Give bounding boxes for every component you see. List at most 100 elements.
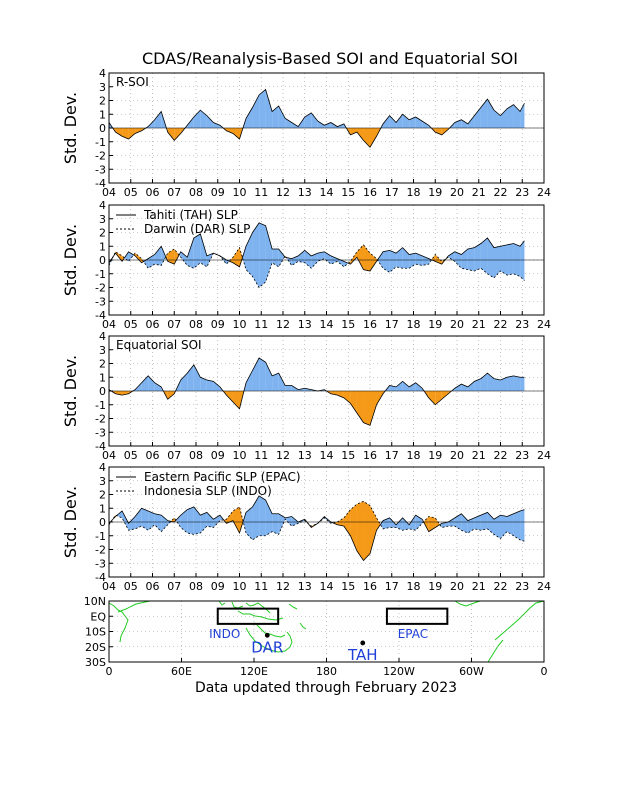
band-segment xyxy=(135,253,142,263)
area-segment xyxy=(370,391,377,426)
area-segment xyxy=(193,364,201,391)
xtick-label: 09 xyxy=(211,580,225,593)
area-segment xyxy=(278,373,286,391)
area-segment xyxy=(435,128,442,135)
region-box-epac xyxy=(385,607,449,625)
xtick-label: 15 xyxy=(341,318,355,331)
area-segment xyxy=(180,373,188,391)
ytick-label: 1 xyxy=(99,502,106,515)
ytick-label: -2 xyxy=(95,544,106,557)
band-segment xyxy=(370,253,377,271)
band-segment xyxy=(193,233,201,269)
xtick-label: 20 xyxy=(450,580,464,593)
area-segment xyxy=(513,375,521,391)
band-segment xyxy=(423,516,429,532)
area-segment xyxy=(402,381,410,391)
area-segment xyxy=(507,104,514,128)
xtick-label: 10 xyxy=(233,186,247,199)
xtick-label: 15 xyxy=(341,186,355,199)
area-segment xyxy=(232,128,240,139)
area-segment xyxy=(213,122,220,128)
area-segment xyxy=(363,128,370,148)
band-segment xyxy=(252,222,260,288)
xtick-label: 16 xyxy=(363,186,377,199)
y-axis-label: Std. Dev. xyxy=(61,224,80,296)
xtick-label: 17 xyxy=(385,318,399,331)
band-segment xyxy=(180,509,188,533)
xtick-label: 14 xyxy=(320,186,334,199)
xtick-label: 22 xyxy=(494,318,508,331)
band-segment xyxy=(513,511,521,540)
series-line xyxy=(108,88,525,148)
band-segment xyxy=(480,512,488,531)
band-segment xyxy=(252,495,260,540)
xtick-label: 13 xyxy=(298,580,312,593)
band-segment xyxy=(206,512,214,528)
band-segment xyxy=(272,513,279,535)
ytick-label: 3 xyxy=(99,344,106,357)
band-segment xyxy=(167,249,175,265)
band-segment xyxy=(474,243,481,271)
ytick-label: 1 xyxy=(99,108,106,121)
band-segment xyxy=(278,249,285,267)
area-segment xyxy=(422,121,429,128)
xtick-label: 07 xyxy=(167,449,181,462)
area-segment xyxy=(415,382,423,391)
ytick-label: 4 xyxy=(99,330,106,343)
band-segment xyxy=(226,511,233,524)
ytick-label: 4 xyxy=(99,199,106,212)
xtick-label: 12 xyxy=(276,318,290,331)
figure-title: CDAS/Reanalysis-Based SOI and Equatorial… xyxy=(142,49,518,68)
coastline xyxy=(117,600,151,613)
band-segment xyxy=(520,509,525,542)
band-segment xyxy=(396,517,403,531)
area-segment xyxy=(480,99,488,128)
xtick-label: 19 xyxy=(428,580,442,593)
panel-4: Eastern Pacific SLP (EPAC)Indonesia SLP … xyxy=(61,461,551,593)
band-segment xyxy=(175,515,181,528)
coastline xyxy=(494,600,545,641)
area-segment xyxy=(226,391,233,402)
legend-label: Darwin (DAR) SLP xyxy=(144,222,250,236)
area-segment xyxy=(187,117,194,128)
xtick-label: 23 xyxy=(515,449,529,462)
band-segment xyxy=(370,505,377,554)
area-segment xyxy=(396,381,403,391)
area-segment xyxy=(259,358,266,391)
ytick-label: -1 xyxy=(95,530,106,543)
area-segment xyxy=(317,121,325,128)
area-segment xyxy=(252,358,260,391)
xtick-label: 11 xyxy=(254,186,268,199)
ytick-label: -3 xyxy=(95,426,106,439)
area-segment xyxy=(467,381,475,391)
coastline xyxy=(254,622,286,638)
map-xtick-label: 60E xyxy=(171,665,192,678)
area-segment xyxy=(356,128,364,141)
map-xtick-label: 180 xyxy=(316,665,337,678)
area-segment xyxy=(474,378,481,391)
xtick-label: 12 xyxy=(276,449,290,462)
ytick-label: 4 xyxy=(99,67,106,80)
area-segment xyxy=(493,378,501,391)
map-ytick-label: EQ xyxy=(90,610,106,623)
area-segment xyxy=(206,380,214,391)
xtick-label: 19 xyxy=(428,318,442,331)
data-update-footer: Data updated through February 2023 xyxy=(195,680,457,696)
coastline xyxy=(245,602,271,614)
area-segment xyxy=(487,99,494,128)
area-segment xyxy=(232,391,240,409)
xtick-label: 16 xyxy=(363,449,377,462)
xtick-label: 05 xyxy=(124,449,138,462)
area-segment xyxy=(324,122,331,128)
band-segment xyxy=(461,249,468,270)
band-segment xyxy=(480,238,488,274)
area-segment xyxy=(259,89,266,128)
area-segment xyxy=(500,108,508,128)
xtick-label: 06 xyxy=(146,449,160,462)
coastline xyxy=(231,601,244,609)
panel-label: Equatorial SOI xyxy=(116,338,202,352)
xtick-label: 08 xyxy=(189,449,203,462)
series-line-indonesia-slp-indo- xyxy=(108,500,525,542)
